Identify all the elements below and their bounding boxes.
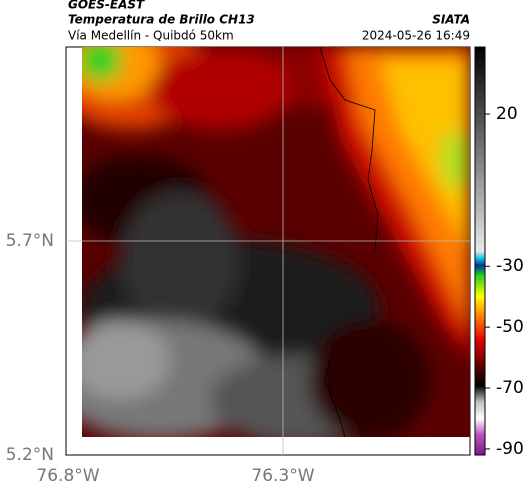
colorbar-tick-label: -50	[496, 317, 524, 337]
colorbar	[474, 46, 486, 456]
title: Temperatura de Brillo CH13	[68, 13, 255, 27]
lon-label: 76.8°W	[36, 466, 99, 486]
source: GOES-EAST	[68, 0, 145, 12]
colorbar-tick-label: -70	[496, 378, 524, 398]
colorbar-ticks: 20 -30 -50 -70 -90	[485, 104, 524, 459]
lon-label: 76.3°W	[251, 466, 314, 486]
colorbar-tick-label: -30	[496, 256, 524, 276]
colorbar-tick-label: -90	[496, 439, 524, 459]
credit: SIATA	[432, 13, 470, 27]
region: Vía Medellín - Quibdó 50km	[68, 29, 234, 43]
lat-label: 5.7°N	[6, 231, 54, 251]
lat-label: 5.2°N	[6, 445, 54, 465]
timestamp: 2024-05-26 16:49	[362, 29, 470, 43]
imagery	[82, 47, 470, 437]
colorbar-tick-label: 20	[496, 104, 518, 124]
